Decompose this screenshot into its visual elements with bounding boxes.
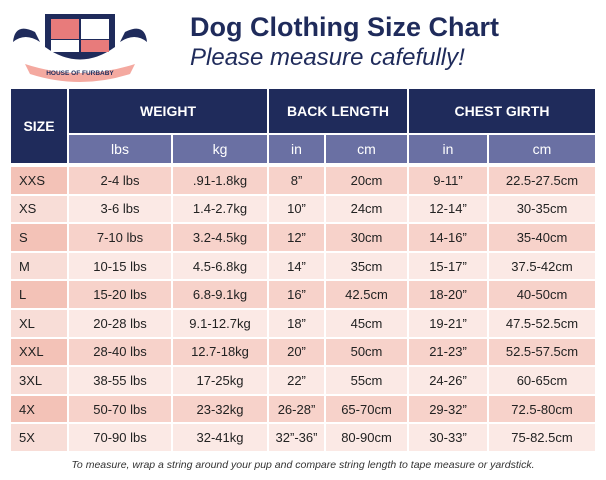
table-cell: 5X [11,424,67,451]
table-cell: 6.8-9.1kg [173,281,267,308]
table-cell: 80-90cm [326,424,407,451]
table-cell: 24-26” [409,367,487,394]
table-cell: 15-20 lbs [69,281,171,308]
table-cell: .91-1.8kg [173,167,267,194]
table-cell: 20” [269,338,324,366]
sub-cell: in [269,135,324,163]
table-cell: XL [11,310,67,337]
table-cell: 47.5-52.5cm [489,310,595,337]
hd-cell: WEIGHT [69,89,267,133]
table-cell: 23-32kg [173,395,267,423]
table-cell: 60-65cm [489,367,595,394]
table-cell: 55cm [326,367,407,394]
table-cell: XXS [11,167,67,194]
table-cell: 32-41kg [173,424,267,451]
table-cell: 24cm [326,195,407,223]
sub-cell: cm [326,135,407,163]
table-cell: 12.7-18kg [173,338,267,366]
table-cell: 10” [269,195,324,223]
sub-cell: kg [173,135,267,163]
table-cell: 30-35cm [489,195,595,223]
table-cell: 3.2-4.5kg [173,224,267,251]
sub-cell: lbs [69,135,171,163]
table-cell: S [11,224,67,251]
sub-cell: in [409,135,487,163]
table-cell: 18-20” [409,281,487,308]
table-cell: 30-33” [409,424,487,451]
table-cell: 12” [269,224,324,251]
table-cell: 40-50cm [489,281,595,308]
table-cell: 50cm [326,338,407,366]
hd-cell: CHEST GIRTH [409,89,595,133]
table-cell: L [11,281,67,308]
table-cell: 1.4-2.7kg [173,195,267,223]
table-cell: 30cm [326,224,407,251]
table-cell: 45cm [326,310,407,337]
table-cell: 37.5-42cm [489,252,595,280]
table-cell: 20cm [326,167,407,194]
table-cell: 21-23” [409,338,487,366]
table-cell: 8” [269,167,324,194]
table-cell: 35-40cm [489,224,595,251]
table-cell: 35cm [326,252,407,280]
table-cell: 14-16” [409,224,487,251]
table-cell: 16” [269,281,324,308]
table-cell: 29-32” [409,395,487,423]
table-cell: XS [11,195,67,223]
table-cell: 70-90 lbs [69,424,171,451]
table-cell: 9-11” [409,167,487,194]
table-cell: 3-6 lbs [69,195,171,223]
table-cell: 17-25kg [173,367,267,394]
table-cell: 22.5-27.5cm [489,167,595,194]
table-cell: XXL [11,338,67,366]
table-cell: 2-4 lbs [69,167,171,194]
hd-cell: BACK LENGTH [269,89,407,133]
table-cell: 65-70cm [326,395,407,423]
table-cell: 4.5-6.8kg [173,252,267,280]
hd-cell: SIZE [11,89,67,163]
sub-cell: cm [489,135,595,163]
table-cell: 12-14” [409,195,487,223]
table-cell: 15-17” [409,252,487,280]
table-cell: 18” [269,310,324,337]
table-cell: 14” [269,252,324,280]
table-cell: 42.5cm [326,281,407,308]
table-cell: 7-10 lbs [69,224,171,251]
table-cell: 3XL [11,367,67,394]
table-cell: 52.5-57.5cm [489,338,595,366]
table-cell: 10-15 lbs [69,252,171,280]
table-cell: M [11,252,67,280]
table-cell: 38-55 lbs [69,367,171,394]
title: Dog Clothing Size Chart [190,12,499,42]
footer-note: To measure, wrap a string around your pu… [71,459,535,471]
table-cell: 20-28 lbs [69,310,171,337]
subtitle: Please measure cafefully! [190,44,465,71]
logo: HOUSE OF FURBABY [13,14,147,82]
table-cell: 4X [11,395,67,423]
table-cell: 28-40 lbs [69,338,171,366]
table-cell: 50-70 lbs [69,395,171,423]
table-cell: 22” [269,367,324,394]
logo-text: HOUSE OF FURBABY [46,70,114,77]
table-cell: 32”-36” [269,424,324,451]
table-cell: 72.5-80cm [489,395,595,423]
table-cell: 75-82.5cm [489,424,595,451]
table-cell: 9.1-12.7kg [173,310,267,337]
table-cell: 19-21” [409,310,487,337]
table-cell: 26-28” [269,395,324,423]
